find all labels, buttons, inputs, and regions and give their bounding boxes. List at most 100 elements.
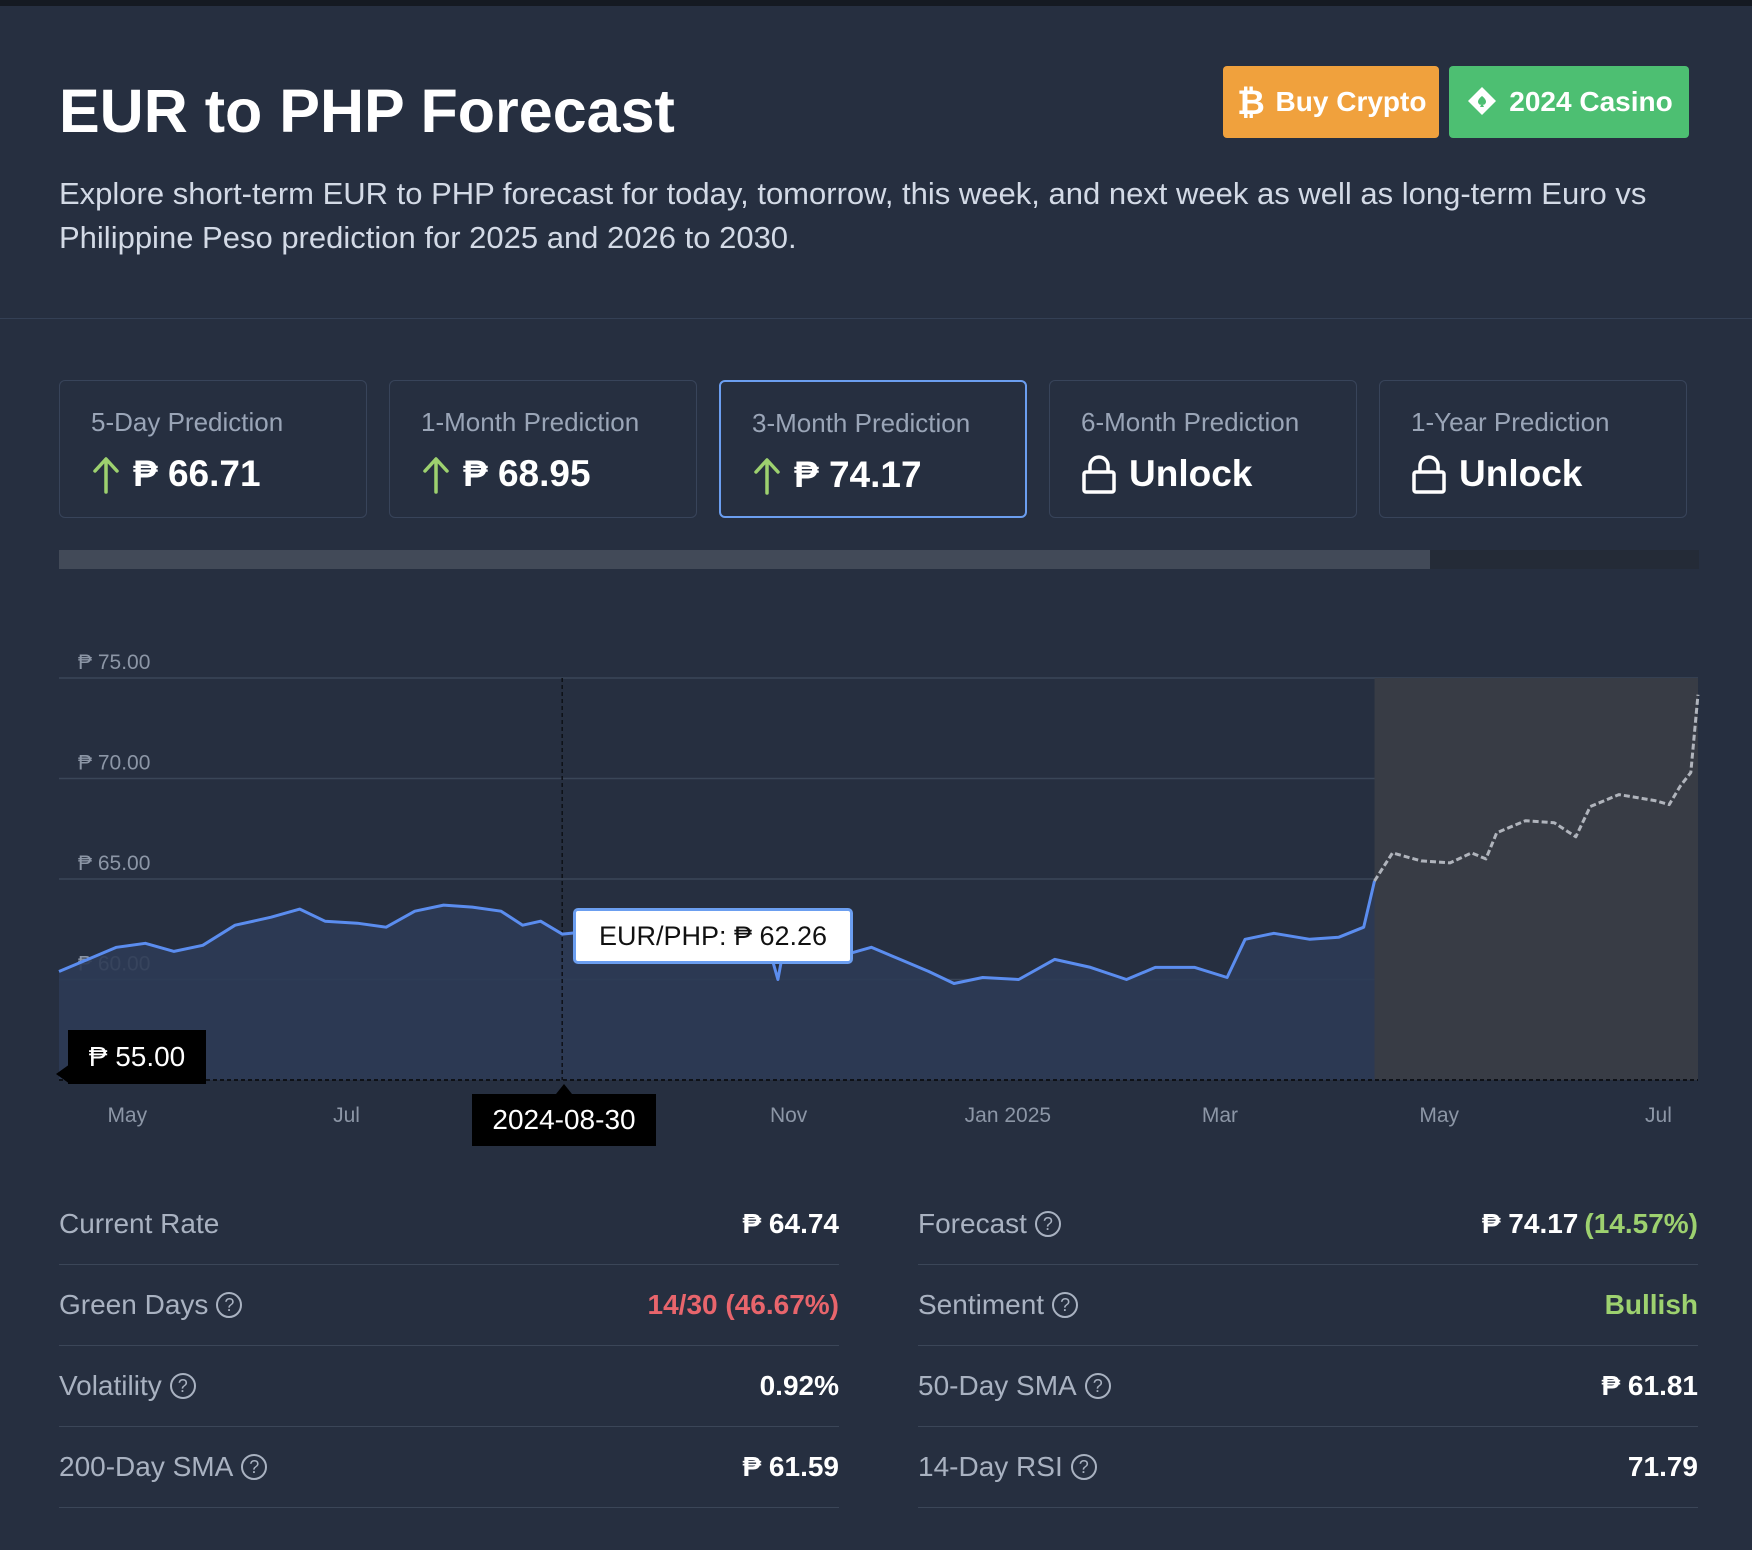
- chart-svg: ₱ 75.00₱ 70.00₱ 65.00₱ 60.00MayJulNovJan…: [58, 651, 1700, 1127]
- chart-tooltip: EUR/PHP: ₱ 62.26: [573, 908, 853, 964]
- stat-value: 0.92%: [759, 1370, 839, 1401]
- page-header: EUR to PHP Forecast ₿ Buy Crypto 2024 Ca…: [0, 6, 1752, 319]
- prediction-card-label: 5-Day Prediction: [91, 407, 284, 437]
- prediction-card[interactable]: 6-Month Prediction Unlock: [1049, 380, 1357, 518]
- stat-value-group: Bullish: [1605, 1289, 1698, 1321]
- help-icon[interactable]: ?: [216, 1292, 243, 1318]
- help-icon[interactable]: ?: [169, 1373, 196, 1399]
- stat-label: 200-Day SMA: [59, 1451, 234, 1482]
- price-chart[interactable]: ₱ 75.00₱ 70.00₱ 65.00₱ 60.00MayJulNovJan…: [0, 620, 1752, 1160]
- stat-value-group: 71.79: [1628, 1451, 1698, 1483]
- stat-value-group: ₱ 61.81: [1601, 1370, 1698, 1402]
- timeline-scrollbar[interactable]: [59, 550, 1699, 569]
- stat-row: 14-Day RSI? 71.79: [918, 1427, 1698, 1508]
- prediction-card-value-row: Unlock: [1411, 453, 1582, 495]
- arrow-up-icon: [423, 457, 449, 494]
- x-axis-marker: 2024-08-30: [472, 1094, 656, 1146]
- stat-label-group: Volatility?: [59, 1370, 196, 1402]
- forecast-line: [1373, 694, 1700, 882]
- stat-value-group: ₱ 64.74: [742, 1208, 839, 1240]
- casino-button[interactable]: 2024 Casino: [1449, 66, 1689, 138]
- help-icon[interactable]: ?: [1034, 1211, 1061, 1237]
- forecast-region: [1374, 678, 1698, 1080]
- help-icon[interactable]: ?: [1070, 1454, 1097, 1480]
- prediction-card[interactable]: 3-Month Prediction ₱ 74.17: [719, 380, 1027, 518]
- x-tick-label: Nov: [770, 1104, 808, 1127]
- stat-label-group: 200-Day SMA?: [59, 1451, 268, 1483]
- x-tick-label: Jul: [333, 1104, 360, 1127]
- stat-row: Green Days? 14/30 (46.67%): [59, 1265, 839, 1346]
- y-tick-label: ₱ 65.00: [78, 852, 150, 875]
- stat-value: 71.79: [1627, 1451, 1698, 1482]
- stat-label-group: Sentiment?: [918, 1289, 1079, 1321]
- x-tick-label: May: [107, 1104, 147, 1127]
- help-icon[interactable]: ?: [1084, 1373, 1111, 1399]
- bitcoin-icon: ₿: [1237, 84, 1265, 120]
- stat-label: 14-Day RSI: [918, 1451, 1063, 1482]
- stat-label-group: Green Days?: [59, 1289, 243, 1321]
- buy-crypto-label: Buy Crypto: [1275, 86, 1427, 117]
- stat-label: 50-Day SMA: [918, 1370, 1077, 1401]
- prediction-card-value: ₱ 68.95: [463, 453, 591, 494]
- stat-label: Green Days: [59, 1289, 209, 1320]
- stat-label: Current Rate: [59, 1208, 220, 1239]
- stat-label-group: Current Rate: [59, 1208, 219, 1240]
- prediction-card-value-row: ₱ 68.95: [421, 453, 591, 495]
- stats-left: Current Rate ₱ 64.74 Green Days? 14/30 (46.…: [59, 1184, 839, 1508]
- stat-value: ₱ 61.59: [742, 1451, 839, 1482]
- y-marker-notch: [56, 1064, 70, 1084]
- prediction-card-label: 1-Year Prediction: [1411, 407, 1610, 437]
- prediction-card[interactable]: 5-Day Prediction ₱ 66.71: [59, 380, 367, 518]
- y-axis-marker: ₱ 55.00: [68, 1030, 206, 1084]
- prediction-card[interactable]: 1-Year Prediction Unlock: [1379, 380, 1687, 518]
- x-tick-label: Jan 2025: [965, 1104, 1051, 1127]
- x-tick-label: Jul: [1645, 1104, 1672, 1127]
- help-icon[interactable]: ?: [1052, 1292, 1079, 1318]
- stat-label-group: 14-Day RSI?: [918, 1451, 1097, 1483]
- casino-label: 2024 Casino: [1509, 86, 1673, 117]
- top-border: [0, 0, 1752, 6]
- y-tick-label: ₱ 75.00: [78, 651, 150, 674]
- stat-value: ₱ 61.81: [1601, 1370, 1698, 1401]
- y-tick-label: ₱ 70.00: [78, 752, 150, 775]
- stat-label-group: 50-Day SMA?: [918, 1370, 1111, 1402]
- stat-value-group: ₱ 74.17 (14.57%): [1482, 1208, 1698, 1240]
- prediction-card-value-row: Unlock: [1081, 453, 1252, 495]
- stat-value-group: 0.92%: [760, 1370, 839, 1402]
- stat-value: ₱ 64.74: [742, 1208, 839, 1239]
- timeline-scrollbar-thumb[interactable]: [59, 550, 1431, 569]
- stat-row: Forecast? ₱ 74.17 (14.57%): [918, 1184, 1698, 1265]
- stat-row: Volatility? 0.92%: [59, 1346, 839, 1427]
- prediction-card[interactable]: 1-Month Prediction ₱ 68.95: [389, 380, 697, 518]
- page-subtitle: Explore short-term EUR to PHP forecast f…: [59, 176, 1647, 255]
- stat-label-group: Forecast?: [918, 1208, 1061, 1240]
- stat-row: Current Rate ₱ 64.74: [59, 1184, 839, 1265]
- svg-text:₿: ₿: [1237, 84, 1265, 120]
- stat-value: ₱ 74.17: [1481, 1208, 1579, 1239]
- lock-icon: [1412, 455, 1446, 494]
- stat-value: Bullish: [1604, 1289, 1698, 1320]
- x-tick-label: Mar: [1202, 1104, 1238, 1127]
- arrow-up-icon: [93, 457, 119, 494]
- prediction-cards: 5-Day Prediction ₱ 66.71 1-Month Predictio…: [59, 380, 1689, 520]
- spade-icon: [1468, 87, 1497, 115]
- stat-row: 50-Day SMA? ₱ 61.81: [918, 1346, 1698, 1427]
- x-marker-notch: [556, 1084, 572, 1094]
- help-icon[interactable]: ?: [241, 1454, 268, 1480]
- stat-row: Sentiment? Bullish: [918, 1265, 1698, 1346]
- stat-value: 14/30 (46.67%): [647, 1289, 839, 1320]
- prediction-card-value: ₱ 66.71: [133, 453, 261, 494]
- stat-label: Forecast: [918, 1208, 1027, 1239]
- stat-value-group: 14/30 (46.67%): [648, 1289, 839, 1321]
- stat-label: Sentiment: [918, 1289, 1045, 1320]
- stat-label: Volatility: [59, 1370, 162, 1401]
- prediction-card-value: Unlock: [1129, 453, 1253, 494]
- buy-crypto-button[interactable]: ₿ Buy Crypto: [1223, 66, 1439, 138]
- prediction-card-value-row: ₱ 74.17: [752, 454, 922, 496]
- history-area: [59, 881, 1375, 1080]
- prediction-card-label: 6-Month Prediction: [1081, 407, 1300, 437]
- prediction-card-label: 1-Month Prediction: [421, 407, 640, 437]
- stat-value-group: ₱ 61.59: [742, 1451, 839, 1483]
- prediction-card-value: ₱ 74.17: [794, 454, 922, 495]
- lock-icon: [1082, 455, 1116, 494]
